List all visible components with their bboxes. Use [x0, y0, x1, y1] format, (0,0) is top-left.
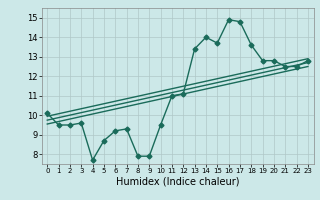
X-axis label: Humidex (Indice chaleur): Humidex (Indice chaleur) [116, 177, 239, 187]
